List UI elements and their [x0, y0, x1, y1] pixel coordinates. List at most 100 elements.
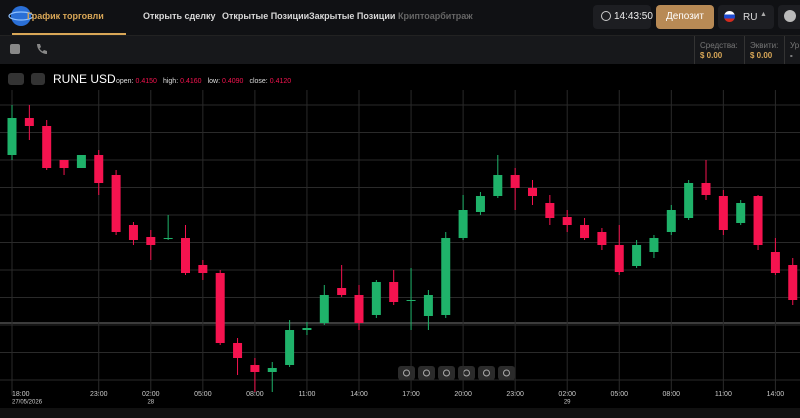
candle-body — [285, 330, 295, 365]
candle-body — [736, 203, 746, 223]
candle-body — [753, 196, 763, 245]
equity-value: $ 0.00 — [750, 51, 773, 60]
zoom-icon — [443, 369, 450, 377]
candle-body — [562, 217, 572, 225]
deposit-button[interactable]: Депозит — [656, 5, 714, 29]
x-tick-label: 11:00 — [298, 391, 315, 398]
zoom-button[interactable] — [418, 366, 435, 380]
candle-body — [371, 282, 381, 315]
equity-label: Эквити: — [750, 41, 779, 50]
candle-body — [76, 155, 86, 168]
x-tick-label: 08:00 — [663, 391, 681, 398]
candle-body — [111, 175, 121, 232]
candle-body — [788, 265, 798, 300]
ohlc-label: open: — [116, 78, 134, 85]
candle-body — [666, 210, 676, 232]
x-tick-label: 14:00 — [350, 391, 368, 398]
candle-body — [181, 238, 190, 273]
x-date-label: 27/05/2026 — [12, 400, 43, 406]
candle-body — [24, 118, 34, 126]
candle-body — [475, 196, 485, 212]
candle-body — [493, 175, 503, 196]
logo — [8, 6, 34, 26]
account-bar: Средства: $ 0.00 Эквити: $ 0.00 Ур - — [0, 36, 800, 64]
clock: 14:43:50 — [614, 11, 653, 22]
nav-item[interactable]: Открыть сделку — [143, 11, 216, 21]
x-tick-label: 11:00 — [715, 391, 732, 398]
ohlc-value: 0.4160 — [180, 78, 202, 85]
x-tick-label: 18:00 — [12, 391, 30, 398]
candle-body — [389, 282, 399, 302]
funds-label: Средства: — [700, 41, 738, 50]
candle-body — [458, 210, 468, 238]
x-tick-label: 08:00 — [246, 391, 264, 398]
zoom-icon — [423, 369, 430, 377]
zoom-icon — [403, 369, 410, 377]
candle-body — [718, 196, 728, 230]
nav-item[interactable]: Открытые Позиции — [222, 11, 310, 21]
nav-item[interactable]: График торговли — [27, 11, 104, 21]
candle-body — [770, 252, 780, 273]
x-tick-label: 17:00 — [402, 391, 420, 398]
candle-body — [146, 237, 156, 245]
ohlc-label: high: — [163, 78, 178, 85]
zoom-button[interactable] — [498, 366, 515, 380]
candle-body — [337, 288, 347, 295]
ohlc-label: close: — [249, 78, 267, 85]
funds-value: $ 0.00 — [700, 51, 723, 60]
x-date-label: 29 — [564, 400, 571, 406]
candle-body — [597, 232, 607, 245]
candle-body — [614, 245, 624, 272]
candle-body — [684, 183, 694, 218]
ohlc-label: low: — [208, 78, 221, 85]
x-tick-label: 20:00 — [454, 391, 472, 398]
candle-body — [267, 368, 277, 372]
zoom-button[interactable] — [438, 366, 455, 380]
candle-body — [632, 245, 642, 266]
tool-button[interactable] — [31, 73, 45, 85]
candle-body — [406, 300, 416, 301]
x-tick-label: 05:00 — [610, 391, 628, 398]
candle-body — [198, 265, 208, 273]
nav-item[interactable]: Закрытые Позиции — [309, 11, 396, 21]
candle-body — [649, 238, 659, 252]
candle-body — [302, 328, 312, 330]
candle-body — [233, 343, 243, 358]
candle-body — [423, 295, 433, 316]
language: RU — [743, 12, 758, 23]
x-tick-label: 23:00 — [506, 391, 524, 398]
tool-button[interactable] — [8, 73, 24, 85]
zoom-icon — [483, 369, 490, 377]
candle-body — [250, 365, 260, 372]
symbol: RUNE USD — [53, 72, 116, 86]
ohlc-value: 0.4090 — [222, 78, 244, 85]
language-select[interactable]: RU ▲ — [718, 5, 774, 29]
level-value: - — [790, 51, 793, 60]
candle-body — [42, 126, 52, 168]
candle-body — [441, 238, 451, 315]
top-bar: График торговли Открыть сделку Открытые … — [0, 0, 800, 36]
candle-body — [528, 188, 537, 196]
x-tick-label: 14:00 — [767, 391, 785, 398]
bottom-bar — [0, 408, 800, 418]
ohlc-value: 0.4150 — [136, 78, 158, 85]
candle-body — [128, 225, 138, 240]
candle-body — [7, 118, 17, 155]
x-tick-label: 02:00 — [558, 391, 576, 398]
level-label: Ур — [790, 41, 800, 50]
nav-item[interactable]: Криптоарбитраж — [398, 11, 473, 21]
candle-body — [215, 273, 225, 343]
menu-button[interactable] — [778, 5, 800, 29]
candle-body — [580, 225, 590, 238]
candle-body — [354, 295, 364, 323]
zoom-button[interactable] — [458, 366, 475, 380]
zoom-button[interactable] — [398, 366, 415, 380]
candle-body — [94, 155, 104, 183]
x-tick-label: 23:00 — [90, 391, 108, 398]
candle-body — [701, 183, 711, 195]
toolbar-icons — [10, 44, 47, 54]
active-underline — [12, 33, 126, 35]
zoom-button[interactable] — [478, 366, 495, 380]
zoom-icon — [503, 369, 510, 377]
candle-body — [163, 238, 173, 239]
